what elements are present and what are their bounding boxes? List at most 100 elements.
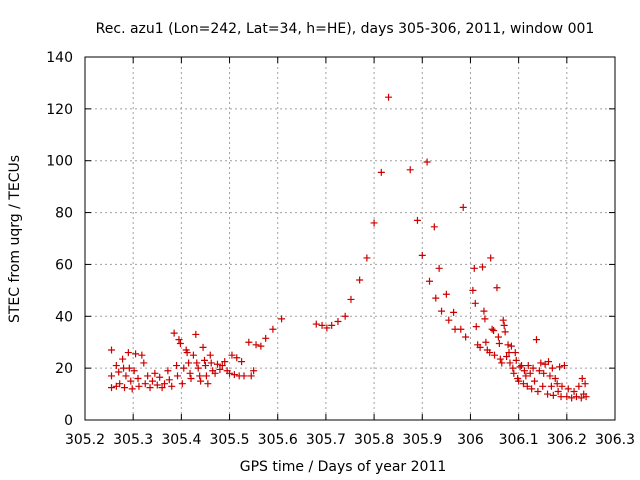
data-point	[207, 359, 215, 367]
axis-ticks	[84, 56, 616, 421]
data-point	[504, 341, 512, 349]
data-point	[165, 376, 173, 384]
grid-lines	[85, 57, 615, 420]
x-tick-label: 305.7	[306, 432, 346, 448]
data-point	[156, 373, 164, 381]
data-point	[108, 346, 115, 354]
data-point	[186, 369, 194, 377]
data-point	[121, 384, 129, 392]
data-point	[214, 360, 221, 368]
data-point	[132, 350, 140, 358]
data-point	[108, 372, 115, 380]
data-point	[581, 380, 589, 388]
data-point	[233, 354, 241, 362]
y-tick-label: 140	[46, 50, 73, 66]
data-point	[127, 377, 135, 385]
data-point	[471, 299, 479, 307]
data-point	[164, 367, 172, 375]
data-point	[549, 391, 557, 399]
y-tick-label: 0	[64, 413, 73, 429]
data-point	[486, 349, 494, 357]
data-point	[469, 286, 477, 294]
data-point	[312, 320, 320, 328]
data-point	[570, 387, 578, 395]
data-points	[108, 93, 590, 402]
data-point	[406, 166, 414, 174]
data-point	[442, 290, 450, 298]
data-point	[200, 356, 208, 364]
data-point	[512, 356, 520, 364]
plot-frame	[84, 56, 616, 421]
data-point	[130, 367, 138, 375]
data-point	[119, 355, 127, 363]
data-point	[487, 254, 495, 262]
data-point	[445, 316, 453, 324]
data-point	[238, 358, 246, 366]
data-point	[472, 323, 480, 331]
data-point	[240, 372, 248, 380]
data-point	[505, 349, 513, 357]
data-point	[546, 372, 554, 380]
data-point	[199, 343, 207, 351]
data-point	[500, 321, 508, 329]
data-point	[377, 168, 385, 176]
data-point	[509, 364, 517, 372]
data-point	[558, 382, 566, 390]
data-point	[515, 377, 523, 385]
data-point	[385, 93, 393, 101]
data-point	[356, 276, 364, 284]
data-point	[457, 325, 465, 333]
data-point	[196, 372, 204, 380]
data-point	[540, 369, 548, 377]
data-point	[158, 384, 166, 392]
data-point	[197, 377, 205, 385]
data-point	[141, 380, 149, 388]
data-point	[180, 364, 188, 372]
data-point	[201, 362, 209, 370]
x-tick-label: 305.3	[113, 432, 153, 448]
data-point	[519, 380, 527, 388]
y-tick-label: 120	[46, 102, 73, 118]
data-point	[185, 359, 193, 367]
data-point	[108, 384, 115, 392]
data-point	[183, 349, 191, 357]
data-point	[323, 324, 331, 332]
data-point	[170, 329, 178, 337]
data-point	[482, 338, 490, 346]
data-point	[134, 375, 142, 383]
x-tick-label: 305.5	[209, 432, 249, 448]
data-point	[247, 372, 255, 380]
data-point	[175, 336, 183, 344]
data-point	[125, 364, 133, 372]
data-point	[524, 362, 532, 370]
data-point	[347, 295, 355, 303]
data-point	[479, 263, 486, 271]
data-point	[370, 219, 378, 227]
data-point	[122, 372, 130, 380]
data-point	[572, 393, 580, 401]
data-point	[138, 351, 146, 359]
data-point	[495, 340, 503, 348]
x-tick-label: 305.8	[354, 432, 394, 448]
data-point	[418, 251, 426, 259]
data-point	[204, 380, 212, 388]
data-point	[178, 380, 186, 388]
data-point	[520, 367, 528, 375]
data-point	[161, 380, 168, 388]
data-point	[228, 351, 236, 359]
data-point	[226, 369, 234, 377]
data-point	[470, 264, 478, 272]
data-point	[341, 312, 349, 320]
data-point	[148, 377, 156, 385]
data-point	[334, 317, 342, 325]
data-point	[426, 277, 433, 285]
data-point	[496, 355, 504, 363]
data-point	[523, 382, 531, 390]
data-point	[535, 367, 543, 375]
y-tick-label: 60	[55, 257, 73, 273]
data-point	[494, 333, 502, 341]
data-point	[435, 264, 443, 272]
data-point	[556, 363, 564, 371]
data-point	[206, 351, 214, 359]
data-point	[257, 342, 265, 350]
